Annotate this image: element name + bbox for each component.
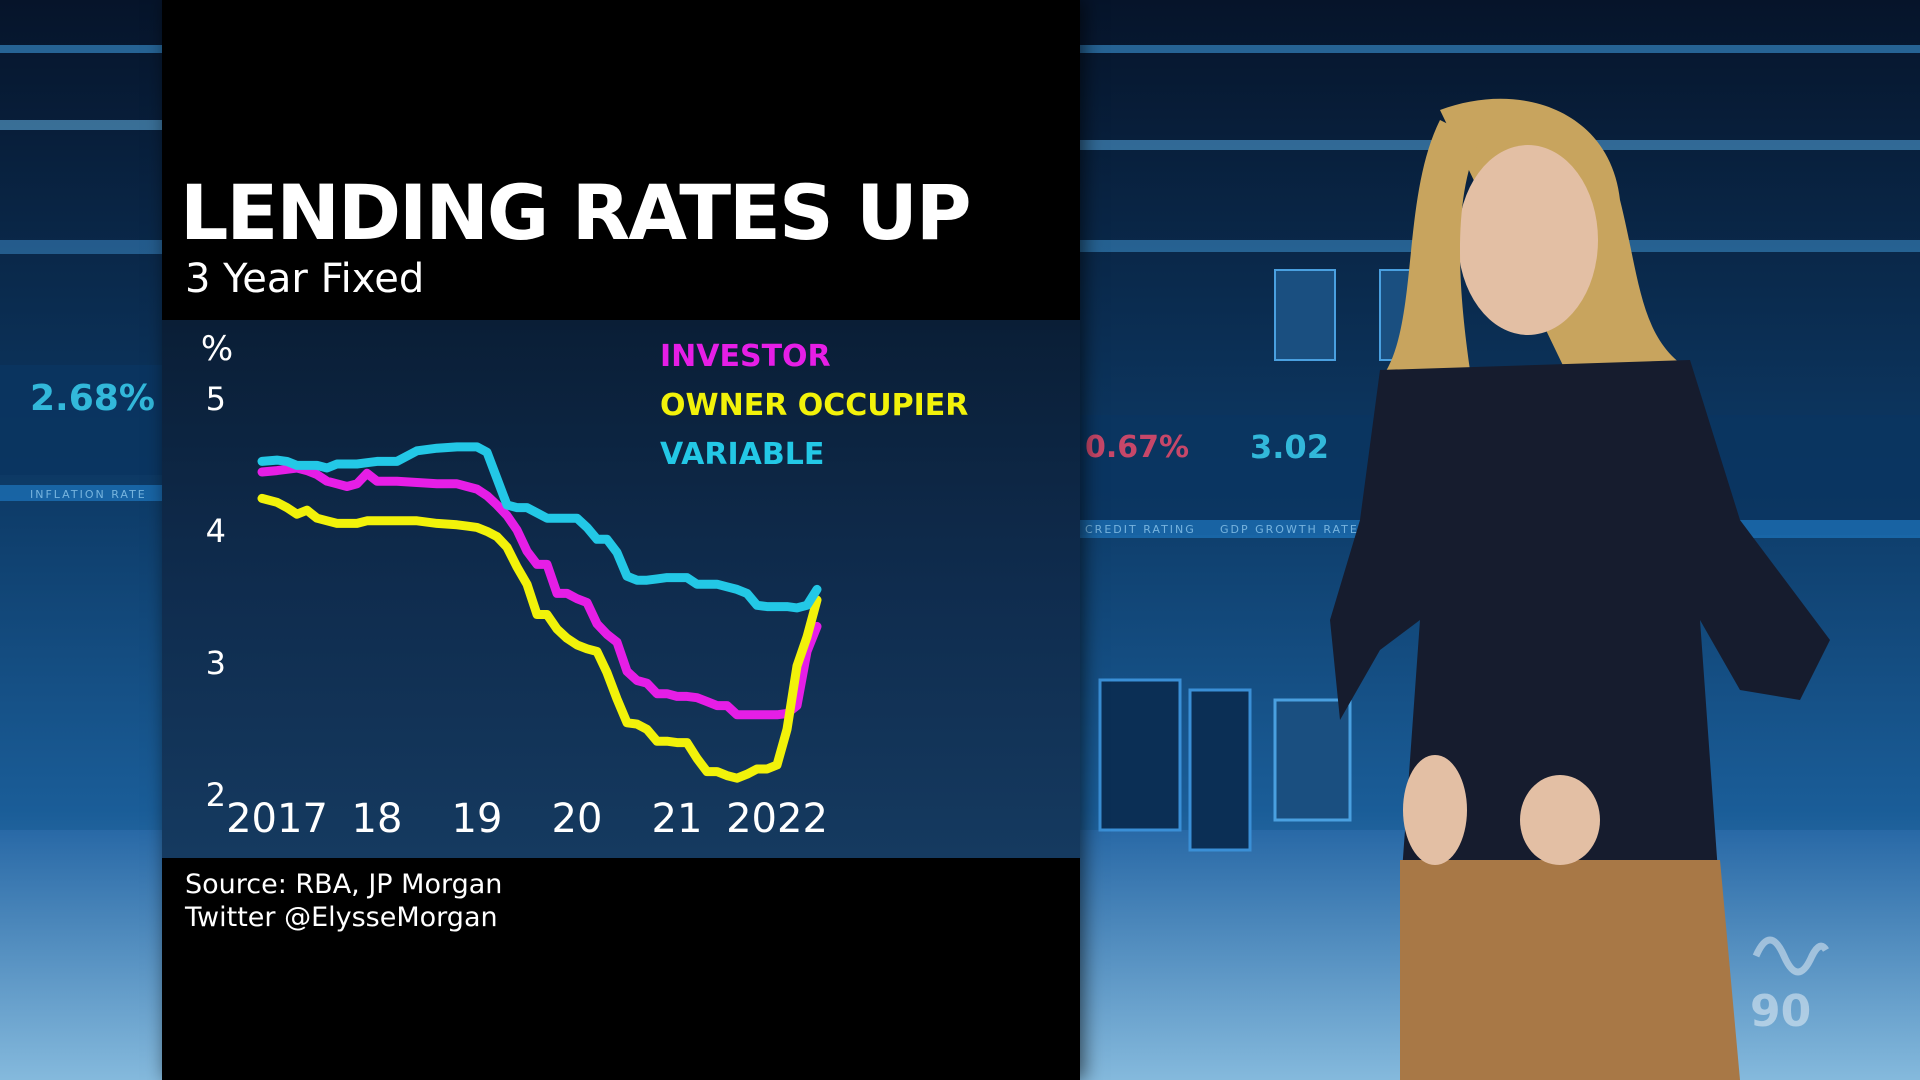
ticker-value: 0.67% (1085, 430, 1190, 465)
ticker-bar-text: INFLATION RATE (30, 488, 147, 501)
legend-entry: INVESTOR (660, 339, 831, 374)
line-chart: % 2 3 4 5 2017 18 19 20 21 2022 INVESTOR OWNER OC… (162, 320, 1080, 858)
ticker-bar-text: GDP GROWTH RATE (1220, 523, 1359, 536)
studio-monitor (1274, 269, 1336, 361)
ticker-bar-text: CREDIT RATING (1085, 523, 1196, 536)
studio-monitor (1188, 688, 1252, 852)
series-line-investor (257, 463, 822, 720)
ticker-value: 2.68% (30, 378, 155, 419)
ticker-band (0, 365, 162, 475)
legend-entry: OWNER OCCUPIER (660, 388, 968, 423)
plot-background (162, 320, 1080, 858)
x-tick-label: 2017 (226, 796, 328, 842)
channel-watermark: 90 (1750, 920, 1830, 1037)
chart-title: LENDING RATES UP (180, 168, 972, 257)
y-axis-label: % (201, 329, 233, 369)
series-line-variable (257, 442, 822, 613)
x-tick-label: 18 (352, 796, 403, 842)
channel-logo-icon (1752, 936, 1830, 976)
x-tick-label: 20 (552, 796, 603, 842)
presenter-figure (1330, 98, 1830, 1080)
y-tick-label: 4 (206, 512, 226, 550)
x-tick-label: 21 (652, 796, 703, 842)
watermark-text: 90 (1750, 986, 1812, 1037)
y-tick-label: 2 (206, 776, 226, 814)
source-text: Source: RBA, JP Morgan (185, 869, 503, 900)
y-tick-label: 3 (206, 644, 226, 682)
chart-subtitle: 3 Year Fixed (185, 256, 425, 302)
studio-monitor (1273, 698, 1352, 822)
series-line-owner-occupier (257, 493, 822, 783)
legend-entry: VARIABLE (660, 437, 824, 472)
social-handle-text: Twitter @ElysseMorgan (185, 902, 498, 933)
y-tick-label: 5 (206, 380, 226, 418)
studio-monitor (1098, 678, 1182, 832)
x-tick-label: 2022 (726, 796, 828, 842)
ticker-value: 3.02 (1250, 428, 1329, 466)
x-tick-label: 19 (452, 796, 503, 842)
